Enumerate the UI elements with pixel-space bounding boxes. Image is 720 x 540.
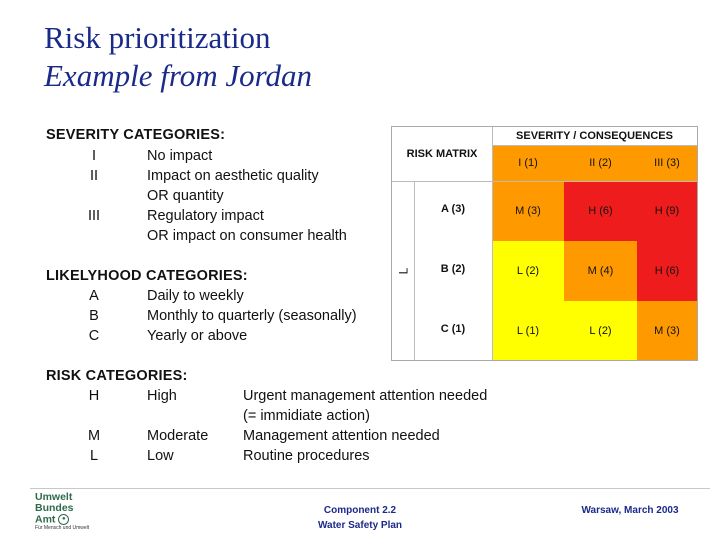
risk-matrix: SEVERITY / CONSEQUENCES RISK MATRIX I (1… [391, 126, 698, 361]
likelihood-text: Daily to weekly [147, 288, 244, 304]
severity-code: I [91, 148, 97, 164]
footer-divider [30, 488, 710, 489]
slide-title: Risk prioritization [44, 20, 271, 55]
logo-line: Umwelt [35, 491, 73, 503]
matrix-divider [492, 127, 493, 360]
severity-code: II [89, 168, 99, 184]
footer-component: Component 2.2 [323, 505, 397, 516]
severity-text: Regulatory impact [147, 208, 264, 224]
matrix-corner: RISK MATRIX [406, 148, 478, 160]
risk-name: High [147, 388, 177, 404]
matrix-cell: M (3) [637, 301, 697, 360]
logo-emblem-icon: ● [58, 514, 70, 525]
matrix-col-label: III (3) [637, 145, 697, 181]
logo-line: Amt ● [35, 514, 95, 525]
severity-text: No impact [147, 148, 213, 164]
risk-desc: Management attention needed [243, 428, 440, 444]
matrix-cell: H (6) [564, 181, 637, 241]
matrix-cell: M (3) [492, 181, 564, 241]
matrix-cell: L (1) [492, 301, 564, 360]
matrix-divider [392, 181, 697, 182]
severity-text: OR quantity [147, 188, 224, 204]
slide-subtitle: Example from Jordan [44, 58, 313, 93]
likelihood-text: Monthly to quarterly (seasonally) [147, 308, 357, 324]
likelihood-code: B [89, 308, 99, 324]
logo-line-text: Amt [35, 513, 56, 526]
matrix-row-label: A (3) [440, 203, 466, 215]
matrix-divider [492, 145, 697, 146]
likelihood-code: A [89, 288, 99, 304]
matrix-row-header-text: L [396, 267, 410, 274]
matrix-cell: M (4) [564, 241, 637, 301]
risk-code: M [87, 428, 101, 444]
risk-desc: Urgent management attention needed [243, 388, 488, 404]
logo-tagline: Für Mensch und Umwelt [35, 525, 90, 532]
matrix-col-label: II (2) [564, 145, 637, 181]
matrix-col-label: I (1) [492, 145, 564, 181]
matrix-divider [414, 181, 415, 360]
risk-code: L [89, 448, 99, 464]
risk-heading: RISK CATEGORIES: [46, 368, 188, 384]
likelihood-heading: LIKELYHOOD CATEGORIES: [46, 268, 248, 284]
matrix-col-header: SEVERITY / CONSEQUENCES [516, 130, 673, 142]
risk-name: Low [147, 448, 174, 464]
severity-code: III [87, 208, 101, 224]
likelihood-code: C [88, 328, 100, 344]
matrix-cell: L (2) [492, 241, 564, 301]
footer-project: Water Safety Plan [317, 520, 403, 531]
severity-heading: SEVERITY CATEGORIES: [46, 127, 226, 143]
matrix-row-header: L [392, 181, 414, 360]
risk-code: H [88, 388, 100, 404]
umweltbundesamt-logo: Umwelt Bundes Amt ● Für Mensch und Umwel… [35, 491, 95, 532]
likelihood-text: Yearly or above [147, 328, 248, 344]
risk-desc: Routine procedures [243, 448, 370, 464]
severity-text: Impact on aesthetic quality [147, 168, 319, 184]
risk-name: Moderate [147, 428, 209, 444]
matrix-cell: L (2) [564, 301, 637, 360]
matrix-cell: H (9) [637, 181, 697, 241]
footer-date: Warsaw, March 2003 [581, 505, 679, 516]
matrix-row-label: C (1) [440, 323, 466, 335]
matrix-row-label: B (2) [440, 263, 466, 275]
matrix-cell: H (6) [637, 241, 697, 301]
risk-desc: (= immidiate action) [243, 408, 370, 424]
logo-line: Bundes [35, 502, 74, 514]
severity-text: OR impact on consumer health [147, 228, 347, 244]
